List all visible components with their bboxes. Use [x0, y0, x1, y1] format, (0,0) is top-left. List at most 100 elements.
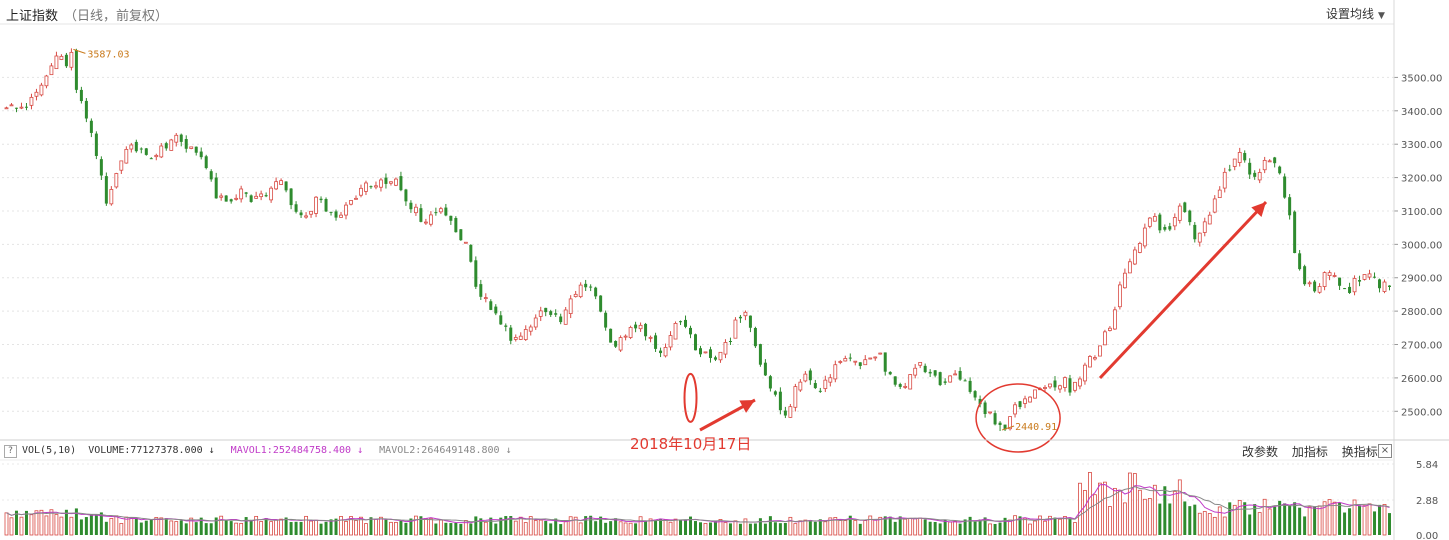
switch-indicator-button[interactable]: 换指标 — [1341, 445, 1378, 459]
candle-body — [1207, 214, 1212, 225]
close-icon[interactable]: × — [1378, 444, 1392, 458]
candle-body — [274, 181, 279, 190]
add-indicator-button[interactable]: 加指标 — [1291, 445, 1328, 459]
volume-bar — [129, 517, 134, 536]
volume-bar — [209, 523, 213, 535]
candle-body — [1132, 249, 1137, 265]
volume-bar — [913, 518, 918, 536]
volume-bar — [159, 517, 164, 536]
volume-bar — [993, 523, 997, 535]
volume-bar — [164, 518, 168, 535]
volume-bar — [654, 519, 658, 535]
candle-body — [644, 323, 648, 337]
candle-body — [1267, 160, 1272, 163]
candle-body — [1303, 266, 1307, 285]
candle-body — [419, 208, 423, 222]
volume-bar — [84, 517, 88, 535]
volume-bar — [763, 523, 767, 535]
change-params-button[interactable]: 改参数 — [1242, 445, 1279, 459]
ma-settings-button[interactable]: 设置均线 ▼ — [1326, 5, 1385, 22]
candle-body — [109, 189, 114, 205]
candle-body — [1188, 210, 1192, 223]
candle-body — [563, 309, 568, 325]
candle-body — [663, 347, 668, 357]
candle-body — [29, 96, 34, 106]
volume-bar — [738, 523, 742, 535]
candle-body — [638, 324, 643, 330]
candle-body — [34, 91, 39, 97]
candle-body — [883, 352, 887, 372]
vol-indicator-label: VOL(5,10) — [22, 445, 77, 456]
volume-bar — [1177, 479, 1182, 536]
candle-body — [449, 215, 453, 221]
volume-bar — [1313, 506, 1317, 535]
volume-bar — [1103, 481, 1107, 536]
volume-bar — [549, 523, 553, 535]
volume-bar — [628, 522, 633, 536]
volume-bar — [703, 523, 708, 536]
candle-body — [1257, 172, 1262, 181]
volume-bar — [568, 516, 573, 536]
volume-bar — [1028, 523, 1032, 536]
volume-bar — [64, 509, 68, 535]
volume-bar — [9, 517, 14, 536]
candle-body — [409, 202, 413, 210]
volume-bar — [174, 521, 179, 536]
volume-bar — [349, 516, 353, 536]
candle-body — [39, 84, 44, 96]
volume-bar — [239, 522, 244, 536]
candle-body — [698, 348, 702, 355]
volume-bar — [404, 522, 408, 535]
candle-body — [339, 214, 343, 218]
volume-bar — [314, 519, 318, 536]
candle-body — [154, 154, 159, 158]
high-label: 3587.03 — [87, 49, 129, 60]
volume-bar — [638, 516, 643, 536]
volume-bar — [528, 516, 533, 536]
volume-bar — [1352, 499, 1357, 536]
candle-body — [264, 195, 268, 197]
candle-body — [129, 144, 134, 150]
help-icon[interactable]: ? — [4, 445, 17, 458]
candle-body — [948, 375, 953, 383]
candle-body — [803, 373, 808, 382]
candle-body — [1362, 274, 1367, 280]
candle-body — [389, 181, 393, 184]
mavol-lines — [6, 484, 1390, 524]
volume-bar — [259, 521, 264, 536]
volume-bar — [584, 516, 588, 535]
candle-body — [1237, 152, 1242, 163]
candle-body — [1327, 272, 1332, 277]
volume-bar — [1132, 473, 1137, 536]
candle-body — [479, 284, 483, 297]
candle-body — [568, 298, 573, 314]
volume-bar — [234, 522, 239, 536]
candle-body — [444, 207, 448, 216]
candle-body — [913, 367, 918, 376]
candle-body — [4, 107, 9, 110]
volume-bar — [1293, 502, 1297, 535]
volume-bar — [1237, 499, 1242, 536]
volume-bar — [573, 516, 578, 536]
candle-body — [423, 221, 428, 224]
candle-body — [943, 381, 947, 383]
candle-body — [544, 307, 548, 313]
volume-bar — [489, 517, 493, 535]
volume-bar — [379, 516, 383, 536]
candle-body — [459, 229, 463, 241]
volume-bar — [374, 518, 378, 536]
candle-body — [923, 365, 927, 373]
candle-body — [723, 342, 728, 355]
volume-bar — [1018, 516, 1022, 535]
volume-bar — [414, 515, 418, 536]
volume-bar — [983, 517, 987, 535]
candle-body — [314, 196, 318, 214]
candle-body — [953, 373, 958, 376]
volume-bar — [808, 520, 812, 535]
candle-body — [659, 350, 663, 354]
volume-bars — [4, 472, 1392, 536]
volume-bar — [1188, 506, 1192, 535]
candle-body — [983, 402, 987, 415]
volume-bar — [684, 520, 688, 535]
candle-body — [24, 106, 28, 108]
